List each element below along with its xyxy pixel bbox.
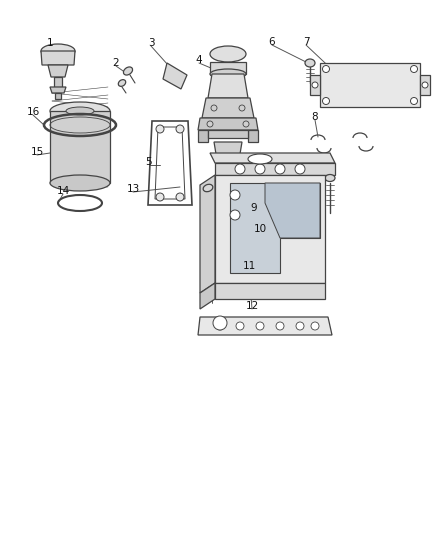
Ellipse shape — [66, 107, 94, 115]
Polygon shape — [310, 75, 320, 95]
Circle shape — [295, 164, 305, 174]
Text: 1: 1 — [47, 38, 53, 48]
Polygon shape — [202, 98, 254, 118]
Text: 12: 12 — [245, 301, 258, 311]
Polygon shape — [210, 62, 246, 74]
Ellipse shape — [210, 69, 246, 79]
Ellipse shape — [248, 154, 272, 164]
Circle shape — [156, 125, 164, 133]
Ellipse shape — [50, 175, 110, 191]
Circle shape — [256, 322, 264, 330]
Circle shape — [322, 98, 329, 104]
Polygon shape — [54, 77, 62, 87]
Text: 9: 9 — [251, 203, 257, 213]
Text: 16: 16 — [26, 107, 39, 117]
Polygon shape — [208, 130, 248, 138]
Polygon shape — [210, 153, 335, 163]
Circle shape — [236, 322, 244, 330]
Circle shape — [156, 193, 164, 201]
Circle shape — [211, 105, 217, 111]
Polygon shape — [265, 183, 320, 238]
Circle shape — [243, 121, 249, 127]
Polygon shape — [208, 74, 248, 98]
Ellipse shape — [325, 174, 335, 182]
Circle shape — [276, 322, 284, 330]
Ellipse shape — [118, 79, 126, 86]
Polygon shape — [220, 154, 236, 164]
Circle shape — [322, 66, 329, 72]
Text: 15: 15 — [30, 147, 44, 157]
Ellipse shape — [124, 67, 133, 75]
Circle shape — [410, 66, 417, 72]
Circle shape — [410, 98, 417, 104]
Polygon shape — [198, 317, 332, 335]
Ellipse shape — [41, 44, 75, 58]
Circle shape — [207, 121, 213, 127]
Bar — [320, 63, 420, 107]
Ellipse shape — [203, 184, 213, 192]
Polygon shape — [248, 130, 258, 142]
Circle shape — [230, 190, 240, 200]
Bar — [50, 111, 110, 183]
Circle shape — [312, 82, 318, 88]
Circle shape — [230, 210, 240, 220]
Circle shape — [311, 322, 319, 330]
Circle shape — [216, 322, 224, 330]
Circle shape — [235, 164, 245, 174]
Polygon shape — [198, 130, 208, 142]
Polygon shape — [215, 175, 325, 283]
Circle shape — [239, 105, 245, 111]
Text: 2: 2 — [113, 58, 119, 68]
Polygon shape — [163, 63, 187, 89]
Polygon shape — [41, 51, 75, 65]
Ellipse shape — [305, 59, 315, 67]
Ellipse shape — [210, 46, 246, 62]
Text: 11: 11 — [242, 261, 256, 271]
Text: 13: 13 — [127, 184, 140, 194]
Polygon shape — [200, 283, 215, 309]
Ellipse shape — [50, 102, 110, 120]
Text: 14: 14 — [57, 186, 70, 196]
Circle shape — [213, 316, 227, 330]
Text: 5: 5 — [146, 157, 152, 167]
Polygon shape — [215, 163, 335, 175]
Text: 4: 4 — [196, 55, 202, 65]
Circle shape — [296, 322, 304, 330]
Polygon shape — [214, 142, 242, 154]
Text: 6: 6 — [268, 37, 276, 47]
Polygon shape — [48, 65, 68, 77]
Polygon shape — [198, 118, 258, 130]
Text: 8: 8 — [312, 112, 318, 122]
Polygon shape — [200, 175, 215, 293]
Polygon shape — [230, 183, 320, 273]
Text: 3: 3 — [148, 38, 154, 48]
Polygon shape — [215, 283, 325, 299]
Text: 7: 7 — [303, 37, 309, 47]
Polygon shape — [420, 75, 430, 95]
Circle shape — [176, 193, 184, 201]
Circle shape — [422, 82, 428, 88]
Circle shape — [176, 125, 184, 133]
Circle shape — [255, 164, 265, 174]
Circle shape — [275, 164, 285, 174]
Polygon shape — [50, 87, 66, 93]
Text: 10: 10 — [254, 224, 267, 234]
Polygon shape — [55, 93, 61, 99]
